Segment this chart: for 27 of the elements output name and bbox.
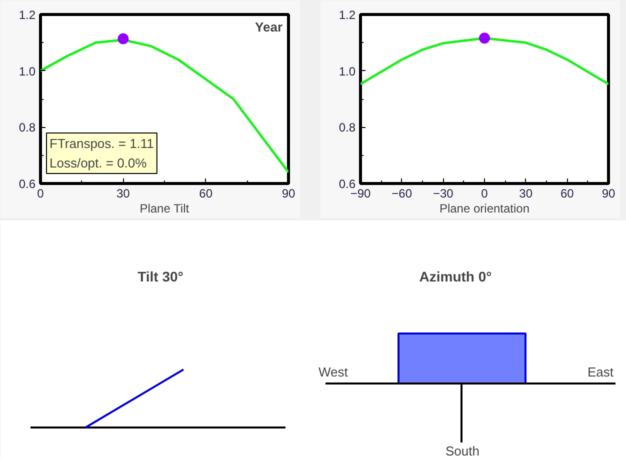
x-tick-label: 0 (37, 186, 44, 200)
annotation: Loss/opt. = 0.0% (50, 156, 148, 170)
y-tick-label: 0.6 (18, 177, 36, 191)
y-tick-label: 1.2 (18, 8, 36, 22)
x-tick-label: −60 (392, 186, 412, 200)
x-tick-label: 0 (481, 186, 488, 200)
x-tick-label: 90 (282, 186, 296, 200)
x-tick-label: 90 (602, 186, 616, 200)
text: Azimuth 0° (419, 268, 492, 284)
y-tick-label: 1.0 (338, 64, 356, 78)
x-tick-label: 30 (519, 186, 533, 200)
x-axis-title: Plane orientation (439, 202, 530, 216)
text: West (318, 364, 348, 380)
x-axis-title: Plane Tilt (140, 202, 190, 216)
x-tick-label: 60 (199, 186, 213, 200)
annotation: Year (255, 20, 283, 34)
y-tick-label: 0.8 (338, 120, 356, 135)
x-tick-label: 30 (116, 186, 130, 200)
x-tick-label: 60 (560, 186, 574, 200)
text: South (446, 444, 480, 458)
text: Tilt 30° (138, 268, 184, 284)
annotation: FTranspos. = 1.11 (50, 136, 154, 151)
y-tick-label: 1.2 (338, 8, 356, 22)
x-tick-label: −30 (432, 186, 454, 200)
text: East (588, 364, 614, 380)
y-tick-label: 1.0 (18, 64, 36, 78)
y-tick-label: 0.8 (18, 120, 36, 135)
